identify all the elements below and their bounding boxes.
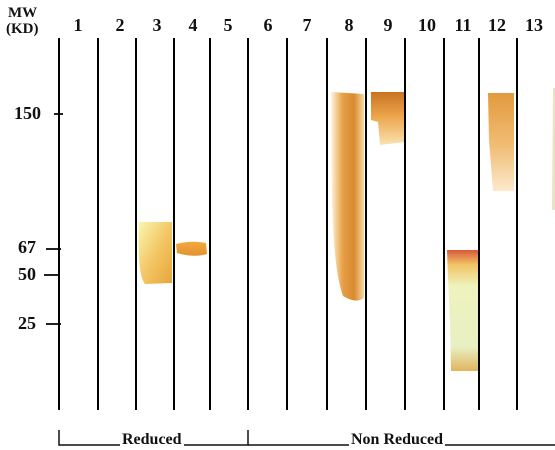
marker-25-tick (46, 323, 61, 325)
group-label-reduced: Reduced (120, 431, 184, 449)
lane-number-2: 2 (115, 15, 125, 35)
lane-number-5: 5 (223, 15, 233, 35)
marker-150: 150 (14, 103, 41, 123)
band-lane-8 (331, 92, 364, 301)
lane-number-8: 8 (344, 15, 354, 35)
lane-number-12: 12 (488, 15, 506, 35)
marker-25: 25 (18, 313, 36, 333)
lane-number-4: 4 (188, 15, 198, 35)
marker-67: 67 (18, 237, 36, 257)
kd-header: (KD) (6, 21, 39, 37)
lane-number-11: 11 (454, 15, 472, 35)
lane-number-10: 10 (418, 15, 436, 35)
marker-67-tick (46, 248, 61, 250)
mw-header: MW (8, 5, 38, 21)
band-lane-12 (488, 93, 514, 191)
band-lane-4 (176, 241, 207, 256)
band-lane-9 (371, 92, 404, 145)
strip-edge-lane-13 (552, 88, 555, 210)
marker-50: 50 (18, 264, 36, 284)
band-lane-3 (138, 222, 172, 284)
band-lane-11 (447, 250, 478, 371)
lane-number-7: 7 (302, 15, 312, 35)
lane-number-3: 3 (152, 15, 162, 35)
lane-number-1: 1 (73, 15, 83, 35)
group-label-non-reduced: Non Reduced (349, 431, 446, 449)
strip-dividers (58, 38, 518, 410)
marker-50-tick (44, 274, 60, 276)
lane-number-13: 13 (525, 15, 543, 35)
lane-number-9: 9 (383, 15, 393, 35)
lane-number-6: 6 (263, 15, 273, 35)
